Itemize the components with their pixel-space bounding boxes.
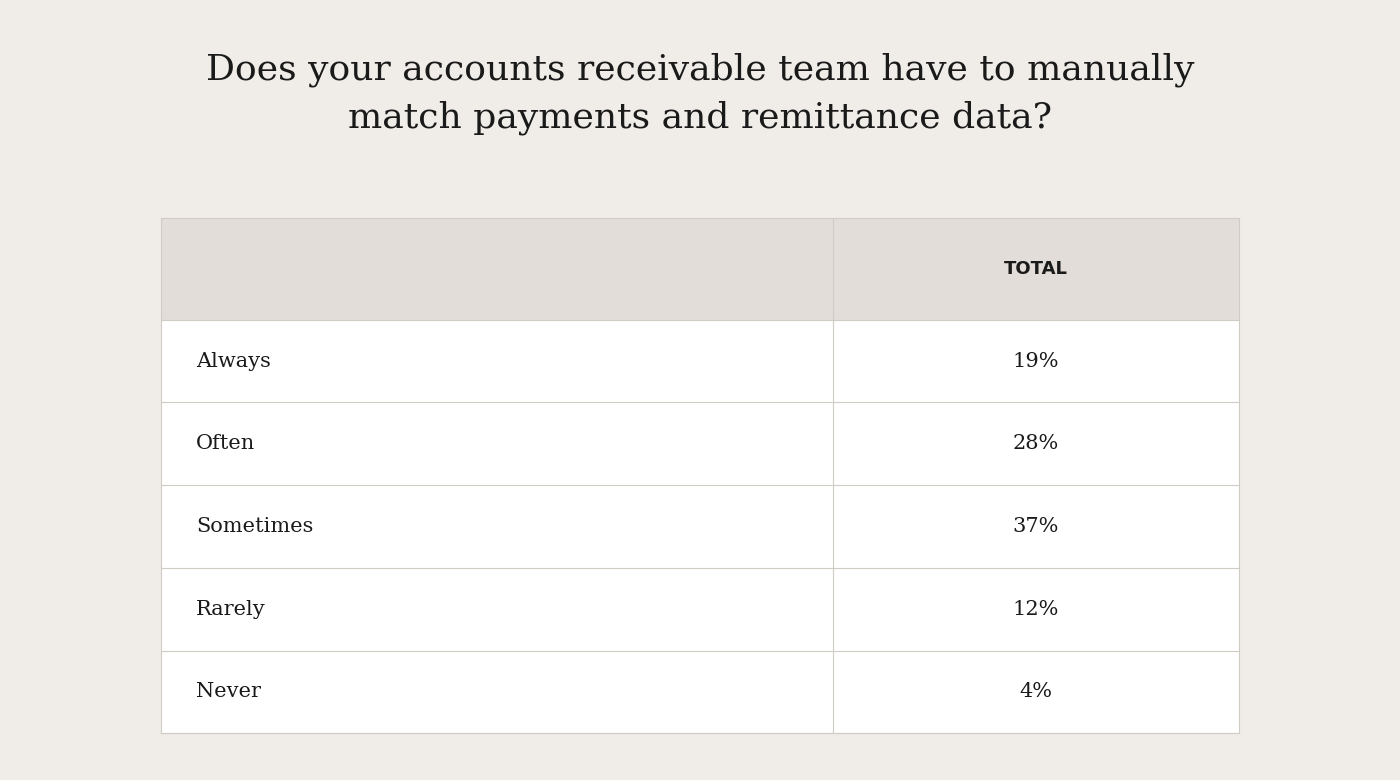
Text: 12%: 12% bbox=[1012, 600, 1060, 619]
Text: 37%: 37% bbox=[1012, 517, 1060, 536]
Text: Never: Never bbox=[196, 682, 260, 701]
Text: TOTAL: TOTAL bbox=[1004, 260, 1068, 278]
FancyBboxPatch shape bbox=[161, 568, 1239, 651]
FancyBboxPatch shape bbox=[161, 320, 1239, 402]
Text: Does your accounts receivable team have to manually
match payments and remittanc: Does your accounts receivable team have … bbox=[206, 52, 1194, 135]
FancyBboxPatch shape bbox=[161, 485, 1239, 568]
Text: Sometimes: Sometimes bbox=[196, 517, 314, 536]
Text: 28%: 28% bbox=[1012, 434, 1060, 453]
FancyBboxPatch shape bbox=[161, 402, 1239, 485]
Text: 19%: 19% bbox=[1012, 352, 1060, 370]
Text: Often: Often bbox=[196, 434, 255, 453]
Text: Rarely: Rarely bbox=[196, 600, 266, 619]
Text: 4%: 4% bbox=[1019, 682, 1053, 701]
FancyBboxPatch shape bbox=[161, 651, 1239, 733]
Text: Always: Always bbox=[196, 352, 270, 370]
FancyBboxPatch shape bbox=[161, 218, 1239, 320]
